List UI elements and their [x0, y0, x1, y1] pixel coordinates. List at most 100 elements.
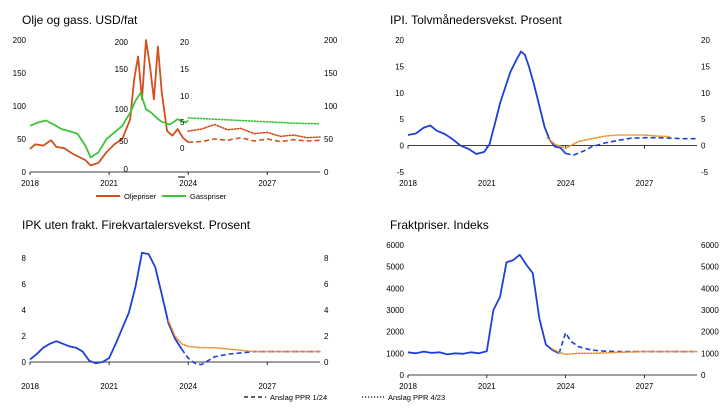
inset-tick-left: 50 [119, 137, 128, 146]
inset-tick-left: 0 [124, 165, 129, 174]
panel-ipi: IPI. Tolvmånedersvekst. Prosent -5 0 5 10 15… [390, 13, 710, 188]
inset-tick-right: 5 [180, 118, 185, 127]
legend-oil-gas: Oljepriser Gasspriser [96, 192, 227, 201]
y-tick-right: 6 [324, 280, 329, 289]
y-tick-right: 0 [701, 371, 706, 380]
y-tick-left: 15 [395, 62, 404, 71]
y-tick-left: 0 [400, 371, 405, 380]
series-line-1 [558, 332, 697, 354]
y-tick-right: 2 [324, 332, 329, 341]
y-tick-left: 10 [395, 89, 404, 98]
y-tick-right: 0 [324, 168, 329, 177]
y-tick-right: 10 [701, 89, 710, 98]
panel-4-title: Fraktpriser. Indeks [390, 218, 489, 232]
y-tick-left: 5000 [386, 263, 404, 272]
y-tick-left: 4 [22, 306, 27, 315]
x-tick-label: 2024 [179, 382, 197, 391]
x-tick-label: 2021 [100, 382, 118, 391]
series-line-0 [407, 253, 560, 356]
y-tick-right: 4 [324, 306, 329, 315]
y-tick-left: 2 [22, 332, 27, 341]
y-tick-left: 6 [22, 280, 27, 289]
legend-ppr124-label: Anslag PPR 1/24 [270, 393, 327, 402]
y-tick-left: -5 [397, 168, 405, 177]
series-line-2 [167, 319, 321, 353]
x-tick-label: 2027 [258, 179, 276, 188]
inset-tick-left: 100 [115, 105, 129, 114]
y-tick-right: 8 [324, 254, 329, 263]
y-tick-left: 0 [22, 358, 27, 367]
y-tick-right: 50 [324, 135, 333, 144]
inset-tick-right: 15 [180, 65, 189, 74]
y-tick-right: 0 [324, 358, 329, 367]
y-tick-left: 100 [13, 102, 27, 111]
series-line-1 [565, 136, 697, 156]
legend-oil-label: Oljepriser [124, 192, 157, 201]
panel-oil-gas: Olje og gass. USD/fat 050100150200050100… [13, 13, 338, 188]
y-tick-right: 150 [324, 69, 338, 78]
y-tick-left: 1000 [386, 349, 404, 358]
series-line-3 [187, 123, 321, 139]
y-tick-right: 1000 [701, 349, 719, 358]
x-tick-label: 2018 [399, 382, 417, 391]
series-line-0 [407, 50, 567, 155]
series-line-2 [551, 348, 698, 356]
y-tick-right: 100 [324, 102, 338, 111]
y-tick-right: 6000 [701, 241, 719, 250]
series-line-0 [29, 39, 189, 167]
inset-tick-left: 150 [115, 65, 129, 74]
y-tick-right: 5 [701, 115, 706, 124]
panel-1-title: Olje og gass. USD/fat [22, 13, 138, 27]
y-tick-left: 200 [13, 36, 27, 45]
legend-gas-label: Gasspriser [190, 192, 227, 201]
x-tick-label: 2024 [557, 179, 575, 188]
y-tick-right: 20 [701, 36, 710, 45]
y-tick-left: 5 [400, 115, 405, 124]
legend-ppr423-label: Anslag PPR 4/23 [388, 393, 445, 402]
x-tick-label: 2021 [478, 179, 496, 188]
x-tick-label: 2018 [21, 179, 39, 188]
panel-freight: Fraktpriser. Indeks 0 1000 2000 3000 4000 500… [386, 218, 719, 391]
y-tick-right: -5 [701, 168, 709, 177]
y-tick-left: 4000 [386, 284, 404, 293]
y-tick-left: 6000 [386, 241, 404, 250]
x-tick-label: 2018 [399, 179, 417, 188]
series-line-1 [180, 348, 320, 366]
y-tick-left: 20 [395, 36, 404, 45]
y-tick-right: 4000 [701, 284, 719, 293]
x-tick-label: 2021 [478, 382, 496, 391]
y-tick-left: 150 [13, 69, 27, 78]
series-line-2 [546, 134, 672, 149]
series-line-0 [29, 251, 183, 365]
series-line-1 [29, 91, 189, 159]
legend-projections: Anslag PPR 1/24 Anslag PPR 4/23 [244, 393, 445, 402]
x-tick-label: 2018 [21, 382, 39, 391]
panel-3-title: IPK uten frakt. Firekvartalersvekst. Pro… [22, 218, 251, 232]
y-tick-left: 2000 [386, 328, 404, 337]
panel-2-title: IPI. Tolvmånedersvekst. Prosent [390, 13, 563, 27]
x-tick-label: 2027 [258, 382, 276, 391]
series-line-2 [188, 136, 321, 144]
x-tick-label: 2027 [636, 382, 654, 391]
y-tick-left: 0 [400, 142, 405, 151]
y-tick-right: 200 [324, 36, 338, 45]
y-tick-right: 15 [701, 62, 710, 71]
y-tick-left: 0 [22, 168, 27, 177]
panel-ipk: IPK uten frakt. Firekvartalersvekst. Pro… [21, 218, 329, 391]
x-tick-label: 2024 [557, 382, 575, 391]
y-tick-right: 0 [701, 142, 706, 151]
x-tick-label: 2021 [100, 179, 118, 188]
inset-tick-left: 200 [115, 38, 129, 47]
y-tick-left: 8 [22, 254, 27, 263]
inset-tick-right: 0 [180, 144, 185, 153]
y-tick-left: 3000 [386, 306, 404, 315]
y-tick-left: 50 [17, 135, 26, 144]
series-line-4 [187, 117, 321, 125]
x-tick-label: 2027 [636, 179, 654, 188]
y-tick-right: 5000 [701, 263, 719, 272]
y-tick-right: 3000 [701, 306, 719, 315]
inset-tick-right: 20 [180, 38, 189, 47]
inset-tick-right: 10 [180, 92, 189, 101]
x-tick-label: 2024 [179, 179, 197, 188]
